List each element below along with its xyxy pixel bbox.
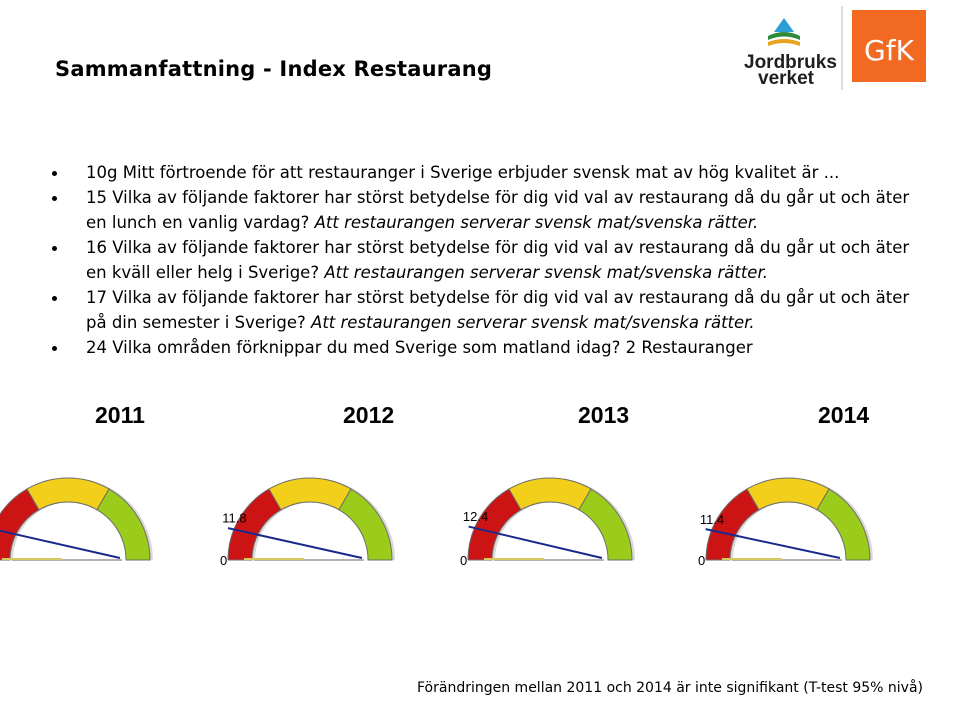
list-item: 15 Vilka av följande faktorer har störst…: [52, 185, 912, 235]
bullet-dot: [52, 171, 57, 176]
verket-text: verket: [758, 68, 815, 89]
gauge-min-label: 0: [698, 553, 705, 568]
gfk-logo: GfK: [852, 10, 926, 82]
bullet-text: 17 Vilka av följande faktorer har störst…: [86, 288, 910, 332]
bullet-text: 24 Vilka områden förknippar du med Sveri…: [86, 338, 753, 357]
logo-area: Jordbruks verket GfK: [744, 6, 926, 90]
bullet-emphasis: Att restaurangen serverar svensk mat/sve…: [324, 263, 768, 282]
bullet-dot: [52, 346, 57, 351]
gauge-needle: [0, 529, 121, 559]
gauge-min-label: 0: [460, 553, 467, 568]
bullet-dot: [52, 296, 57, 301]
gauge: 12.40: [460, 477, 635, 568]
bullet-emphasis: Att restaurangen serverar svensk mat/sve…: [314, 213, 759, 232]
list-item: 24 Vilka områden förknippar du med Sveri…: [52, 335, 912, 360]
bullet-dot: [52, 196, 57, 201]
list-item: 16 Vilka av följande faktorer har störst…: [52, 235, 912, 285]
gauge-needle: [227, 527, 363, 559]
year-label: 2012: [343, 402, 395, 428]
bullet-text: 10g Mitt förtroende för att restauranger…: [86, 163, 840, 182]
jordbruksverket-logo: Jordbruks verket: [744, 18, 837, 89]
year-label: 2011: [95, 402, 145, 428]
gauge-segment: [746, 477, 830, 511]
bullet-dot: [52, 246, 57, 251]
bullet-text: 15 Vilka av följande faktorer har störst…: [86, 188, 910, 232]
list-item: 10g Mitt förtroende för att restauranger…: [52, 160, 912, 185]
gauge-segment: [96, 488, 151, 561]
gauge-segment: [26, 477, 110, 511]
gauge-segment: [508, 477, 592, 511]
bullet-emphasis: Att restaurangen serverar svensk mat/sve…: [311, 313, 755, 332]
gauge: 11.80: [220, 477, 395, 568]
bullet-list: 10g Mitt förtroende för att restauranger…: [52, 160, 912, 360]
gauge: 11.40: [698, 477, 873, 568]
footnote: Förändringen mellan 2011 och 2014 är int…: [417, 680, 924, 696]
gauge: 120: [0, 477, 153, 561]
gauge-value-label: 12.4: [463, 509, 488, 524]
gauge-segment: [578, 488, 633, 561]
page-title: Sammanfattning - Index Restaurang: [55, 57, 493, 81]
gauge-segment: [268, 477, 352, 511]
gauge-segment: [338, 488, 393, 561]
gauge-segment: [816, 488, 871, 561]
year-label: 2013: [578, 402, 630, 428]
year-label: 2014: [818, 402, 870, 428]
jordbruks-text: Jordbruks: [744, 52, 837, 73]
gauge-value-label: 11.8: [222, 511, 246, 526]
gfk-text: GfK: [864, 34, 915, 67]
gauge-value-label: 11.4: [700, 512, 724, 527]
gauge-needle: [705, 528, 841, 559]
gauge-min-label: 0: [220, 553, 227, 568]
gauge-needle: [468, 525, 603, 559]
bullet-text: 16 Vilka av följande faktorer har störst…: [86, 238, 910, 282]
list-item: 17 Vilka av följande faktorer har störst…: [52, 285, 912, 335]
